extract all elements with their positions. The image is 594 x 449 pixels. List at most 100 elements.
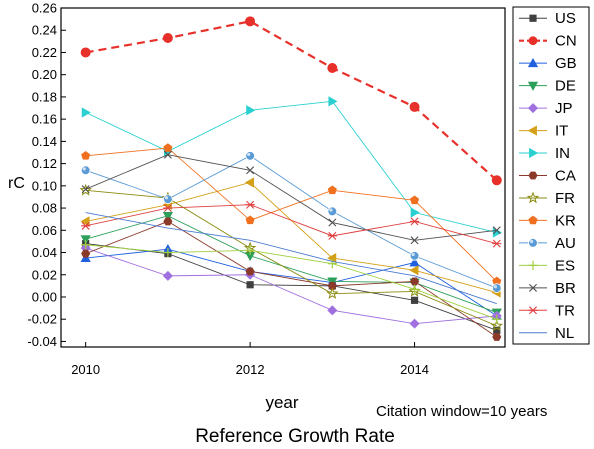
data-point-ca [327, 281, 337, 290]
legend-label: BR [555, 280, 576, 297]
legend-item-es: ES [519, 257, 575, 274]
data-point-de [80, 235, 91, 245]
series-jp [80, 243, 502, 329]
data-point-fr [79, 183, 92, 196]
data-point-ca [81, 249, 91, 258]
x-tick-label: 2010 [71, 362, 100, 377]
legend-marker [528, 215, 538, 225]
data-point-es [492, 314, 502, 324]
series-line-de [85, 215, 497, 313]
data-point-es [245, 245, 255, 255]
series-es [81, 240, 502, 324]
data-point-br [410, 236, 419, 245]
y-tick-label: -0.02 [27, 312, 57, 327]
data-point-de [327, 277, 338, 287]
data-point-cn [491, 175, 502, 186]
series-line-nl [85, 212, 497, 305]
data-point-ca [163, 217, 173, 226]
series-in [81, 96, 502, 238]
y-tick-label: 0.14 [32, 134, 57, 149]
legend-marker [529, 147, 539, 159]
y-tick-label: 0.22 [32, 45, 57, 60]
data-point-cn [409, 101, 420, 112]
legend-marker [528, 171, 538, 180]
data-point-tr [163, 204, 173, 213]
series-line-au [85, 155, 497, 289]
legend-item-nl: NL [519, 325, 574, 342]
y-tick-label: 0.18 [32, 89, 57, 104]
legend-label: IT [555, 123, 568, 140]
data-point-cn [162, 33, 173, 44]
legend-item-br: BR [519, 280, 576, 297]
data-point-au [409, 251, 420, 261]
legend-item-au: AU [519, 235, 576, 252]
legend-item-in: IN [519, 145, 570, 162]
series-ca [81, 217, 502, 341]
y-tick-label: 0.24 [32, 23, 57, 38]
series-nl [85, 212, 497, 305]
data-point-kr [327, 185, 337, 195]
legend-label: ES [555, 257, 575, 274]
y-tick-label: 0.00 [32, 289, 57, 304]
legend-marker [527, 81, 539, 91]
data-point-cn [80, 47, 91, 58]
legend-label: KR [555, 212, 576, 229]
x-tick-label: 2012 [236, 362, 265, 377]
data-point-kr [245, 215, 255, 225]
legend-label: IN [555, 145, 570, 162]
legend-marker [527, 125, 537, 136]
series-br [81, 150, 501, 245]
chart-title: Reference Growth Rate [195, 426, 395, 447]
y-axis-label: rC [8, 175, 25, 192]
data-point-in [410, 207, 420, 218]
data-point-fr [490, 319, 503, 332]
data-point-br [328, 218, 337, 227]
legend-item-it: IT [519, 123, 568, 140]
series-line-tr [85, 204, 497, 245]
data-point-gb [80, 252, 91, 262]
data-point-kr [163, 143, 173, 152]
legend-label: CN [555, 33, 577, 50]
data-point-in [81, 107, 91, 118]
data-point-au [491, 283, 502, 293]
y-tick-label: 0.02 [32, 267, 57, 282]
data-point-kr [410, 195, 420, 205]
data-point-cn [327, 63, 338, 74]
y-tick-label: -0.04 [27, 334, 57, 349]
legend-marker [528, 238, 538, 248]
series-au [80, 151, 502, 293]
y-tick-label: 0.12 [32, 156, 57, 171]
series-kr [81, 143, 502, 286]
data-point-in [328, 96, 338, 107]
legend-item-us: US [519, 10, 576, 27]
legend-marker [527, 57, 539, 68]
series-line-cn [85, 20, 498, 182]
legend-label: US [555, 10, 576, 27]
data-point-fr [326, 287, 339, 299]
data-point-ca [245, 267, 255, 276]
legend-label: DE [555, 78, 576, 95]
data-point-es [163, 247, 173, 258]
data-point-es [81, 240, 91, 250]
legend-item-de: DE [519, 78, 576, 95]
series-fr [79, 183, 503, 332]
series-line-in [85, 100, 497, 233]
legend-label: FR [555, 190, 575, 207]
series-line-es [85, 244, 497, 320]
legend-item-ca: CA [519, 168, 576, 185]
y-tick-label: 0.04 [32, 245, 57, 260]
legend-item-jp: JP [519, 100, 573, 117]
plot-frame [60, 7, 506, 348]
legend-item-tr: TR [519, 302, 575, 319]
data-point-br [246, 166, 255, 175]
data-point-au [327, 206, 338, 217]
series-line-gb [85, 248, 498, 317]
legend-label: CA [555, 168, 576, 185]
data-point-it [409, 265, 419, 276]
annotation-text: Citation window=10 years [376, 403, 547, 420]
data-point-us [493, 326, 501, 334]
legend-item-cn: CN [519, 33, 577, 50]
data-point-tr [409, 217, 420, 226]
data-point-es [409, 284, 420, 294]
